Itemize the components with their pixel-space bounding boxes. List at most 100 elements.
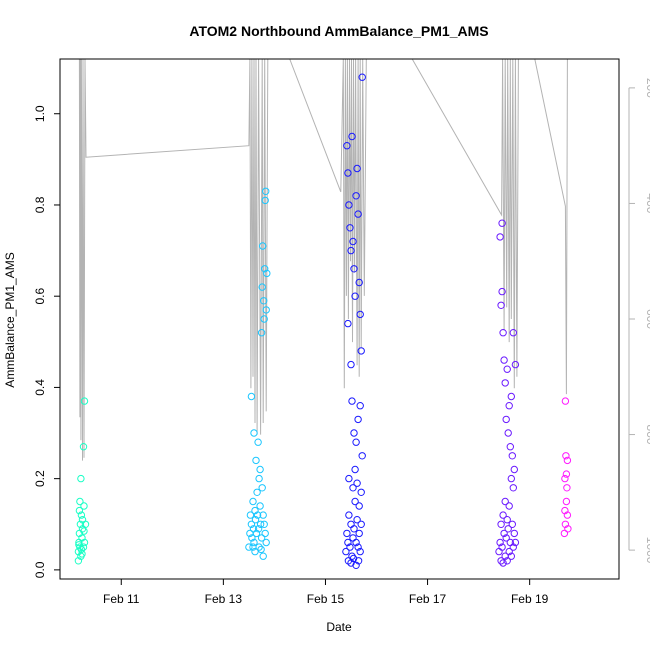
data-point: [562, 452, 570, 460]
y-tick-label: 0.8: [33, 196, 47, 213]
data-point: [507, 552, 515, 560]
data-point: [256, 465, 264, 474]
data-point: [76, 497, 84, 506]
data-point: [345, 474, 353, 483]
data-point: [257, 545, 265, 554]
data-point: [563, 456, 572, 465]
data-point: [502, 534, 510, 542]
data-point: [351, 292, 359, 300]
data-point: [77, 474, 85, 483]
data-point: [501, 379, 509, 387]
data-point: [263, 269, 271, 278]
data-point: [353, 479, 361, 487]
data-point: [358, 452, 366, 460]
data-point: [509, 543, 517, 551]
data-point: [342, 547, 350, 556]
y-tick-label: 0.4: [33, 379, 47, 396]
data-point: [344, 319, 352, 328]
data-point: [245, 543, 253, 551]
data-point: [496, 538, 504, 547]
data-point: [260, 520, 268, 528]
x-axis-label: Date: [326, 620, 352, 634]
x-tick-label: Feb 11: [103, 592, 140, 606]
data-point: [81, 520, 90, 528]
altitude-trace: [78, 58, 568, 461]
data-point: [77, 545, 86, 554]
data-point: [75, 506, 84, 515]
data-point: [499, 511, 507, 519]
data-point: [352, 438, 360, 446]
data-point: [357, 520, 365, 528]
data-point: [352, 538, 360, 547]
data-point: [497, 520, 505, 528]
data-point: [345, 511, 353, 519]
x-tick-label: Feb 17: [409, 592, 447, 606]
x-axis: Feb 11 Feb 13 Feb 15 Feb 17 Feb 19: [103, 579, 549, 606]
data-point: [498, 287, 506, 296]
data-point: [347, 246, 355, 255]
data-point: [351, 465, 359, 474]
y-tick-label: 1.0: [33, 105, 47, 122]
data-point: [262, 538, 270, 547]
data-point: [356, 310, 364, 319]
data-point: [80, 527, 88, 535]
y-tick-label: 0.6: [33, 288, 47, 305]
data-point: [500, 356, 508, 364]
data-point: [248, 534, 256, 542]
data-point: [247, 520, 256, 528]
data-point: [349, 484, 357, 492]
data-point: [246, 511, 255, 519]
data-point: [496, 233, 504, 241]
data-point: [258, 484, 266, 492]
right-axis: 200 400 600 800 1000: [628, 78, 650, 564]
data-point: [358, 73, 366, 81]
data-point: [505, 547, 513, 556]
data-point: [79, 543, 88, 551]
data-point: [344, 169, 352, 177]
data-point: [345, 201, 353, 209]
data-point: [508, 520, 516, 528]
data-point: [350, 429, 358, 437]
data-point: [356, 402, 364, 410]
data-point: [351, 497, 359, 506]
data-point: [254, 438, 262, 446]
x-tick-label: Feb 15: [307, 592, 345, 606]
data-point: [495, 547, 503, 556]
data-point: [251, 516, 260, 524]
data-point: [561, 474, 569, 483]
data-point: [250, 429, 258, 437]
x-tick-label: Feb 19: [511, 592, 549, 606]
chart-title: ATOM2 Northbound AmmBalance_PM1_AMS: [189, 23, 488, 39]
data-point: [254, 525, 263, 533]
data-point: [562, 497, 571, 506]
data-point: [507, 392, 515, 401]
right-tick-label: 600: [644, 309, 650, 329]
data-point: [354, 543, 362, 551]
data-point: [344, 538, 352, 547]
data-point: [346, 224, 354, 232]
data-point: [507, 474, 515, 483]
data-point: [355, 502, 363, 510]
y-tick-label: 0.2: [33, 470, 47, 487]
altitude-trace-line: [78, 58, 568, 461]
data-point: [562, 470, 571, 478]
data-point: [561, 506, 569, 515]
data-point: [250, 538, 258, 547]
data-point: [505, 402, 513, 410]
data-point: [262, 306, 270, 314]
data-point: [506, 443, 514, 451]
data-point: [501, 497, 509, 506]
data-point: [504, 525, 512, 533]
data-point: [510, 529, 518, 538]
data-point: [252, 456, 260, 465]
data-point: [258, 283, 266, 291]
data-point: [80, 502, 88, 510]
right-tick-label: 800: [644, 425, 650, 445]
data-point: [260, 297, 268, 305]
right-tick-label: 400: [644, 193, 650, 213]
data-point: [256, 502, 264, 510]
data-point: [74, 557, 83, 565]
data-point: [503, 557, 511, 565]
data-point: [503, 516, 511, 524]
data-point: [253, 511, 262, 519]
